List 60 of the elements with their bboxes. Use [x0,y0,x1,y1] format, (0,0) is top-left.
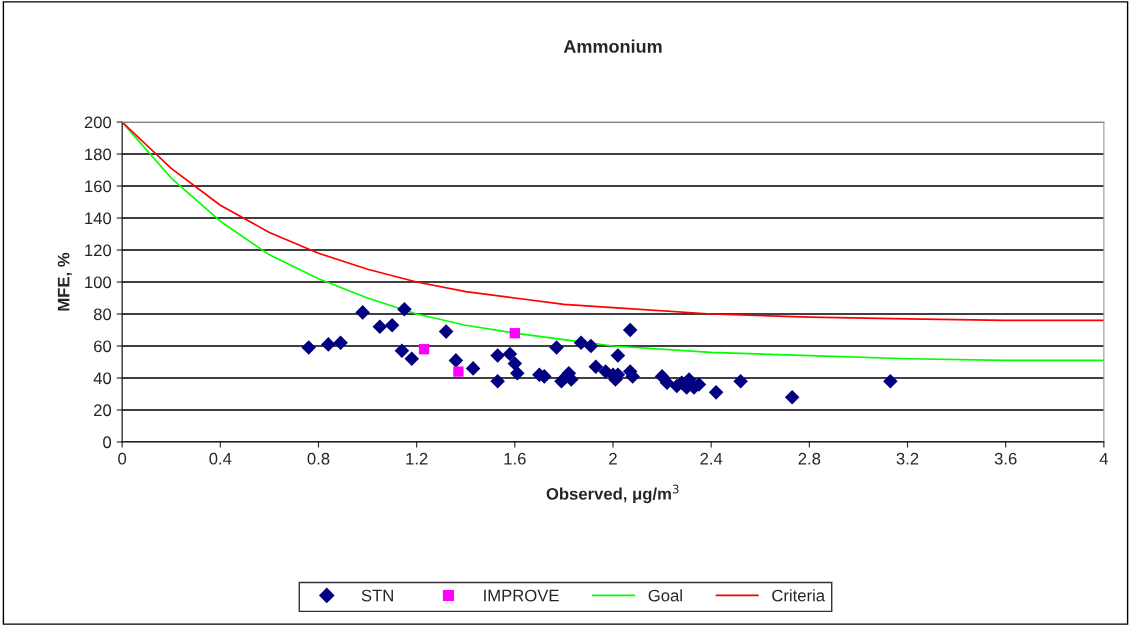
point [659,375,675,391]
y-tick-label: 0 [103,436,112,449]
y-tick-label: 200 [84,116,112,129]
point [708,385,724,400]
point [588,359,604,375]
point [610,348,626,363]
point [490,373,505,389]
x-tick-label: 3.2 [896,452,919,465]
x-tick-label: 0.8 [307,452,330,465]
point [465,361,481,376]
point [333,335,348,351]
legend-label: Goal [648,589,682,602]
point [438,324,454,339]
point [448,353,464,368]
point [394,343,410,359]
x-tick-label: 0.4 [209,452,232,465]
point [397,301,412,317]
point [502,346,518,362]
point [355,305,370,320]
point [453,366,464,377]
point [418,344,430,355]
legend-label: IMPROVE [484,589,559,602]
point [509,328,520,339]
point [583,338,599,354]
point [490,348,505,363]
point [507,356,523,371]
point [622,322,638,338]
point [573,335,589,351]
chart-title: Ammonium [563,39,662,53]
y-tick-label: 180 [85,148,112,161]
point [784,389,800,405]
y-tick-label: 120 [85,244,112,257]
x-tick-label: 4 [1099,452,1108,465]
y-tick-label: 60 [94,340,112,353]
y-tick-label: 100 [85,276,112,289]
point [384,317,400,333]
point [733,373,748,389]
point [883,373,898,389]
x-tick-label: 1.6 [504,452,526,465]
x-axis-title: Observed, μg/m$^{3}$ [546,484,679,504]
y-tick-label: 140 [85,212,112,225]
x-tick-label: 0 [118,452,127,465]
y-tick-label: 40 [93,372,112,385]
y-tick-label: 20 [94,404,112,417]
legend-label: STN [361,589,393,602]
x-tick-label: 2.4 [700,452,723,465]
point [404,351,420,367]
point [372,319,388,335]
y-axis-title: MFE, % [57,252,72,311]
x-tick-label: 3.6 [994,452,1017,465]
x-tick-label: 2.8 [798,452,821,465]
x-tick-label: 2 [609,452,617,465]
point [510,365,525,381]
point [549,340,564,355]
legend-label: Criteria [772,589,826,602]
point [321,337,336,352]
y-tick-label: 160 [85,180,112,193]
x-tick-label: 1.2 [406,452,428,465]
point [301,340,316,355]
y-tick-label: 80 [93,308,112,321]
